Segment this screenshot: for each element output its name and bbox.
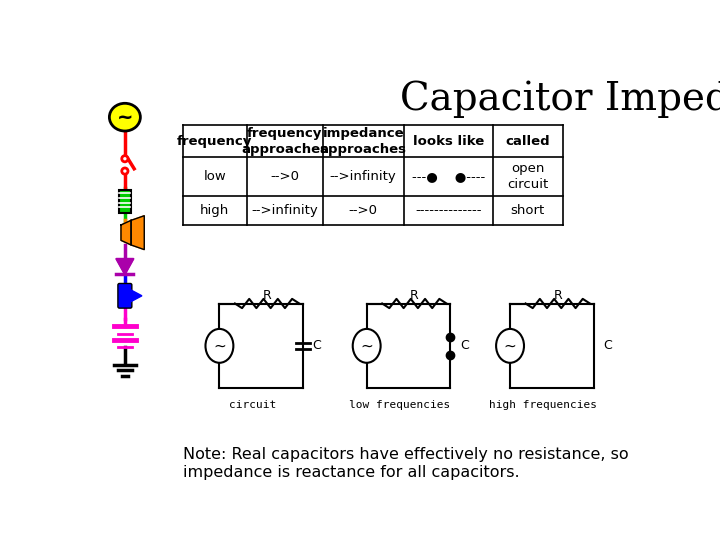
Circle shape [122,156,128,162]
Text: --------------: -------------- [415,204,482,217]
Text: C: C [460,339,469,353]
Text: R: R [554,289,562,302]
Text: Note: Real capacitors have effectively no resistance, so
impedance is reactance : Note: Real capacitors have effectively n… [183,448,629,480]
Polygon shape [121,220,131,245]
Text: ~: ~ [117,107,133,127]
Polygon shape [131,215,144,249]
Polygon shape [130,289,142,302]
Text: called: called [505,134,550,147]
Text: low frequencies: low frequencies [349,400,451,410]
Text: Capacitor Impedance: Capacitor Impedance [400,80,720,118]
Text: R: R [263,289,271,302]
Text: -->infinity: -->infinity [330,170,397,183]
Text: -->0: -->0 [348,204,378,217]
Text: open
circuit: open circuit [508,162,549,191]
Text: R: R [410,289,419,302]
Text: short: short [510,204,545,217]
Ellipse shape [496,329,524,363]
Text: -->0: -->0 [270,170,299,183]
Text: circuit: circuit [229,400,276,410]
Text: high: high [200,204,230,217]
Text: ---●    ●----: ---● ●---- [412,170,485,183]
Ellipse shape [205,329,233,363]
Ellipse shape [353,329,381,363]
Text: -->infinity: -->infinity [251,204,318,217]
Text: frequency: frequency [177,134,253,147]
Ellipse shape [109,103,140,131]
Text: frequency
approaches: frequency approaches [241,126,328,156]
Polygon shape [117,259,133,274]
Text: high frequencies: high frequencies [490,400,598,410]
Text: impedance
approaches: impedance approaches [320,126,407,156]
FancyBboxPatch shape [118,284,132,308]
Text: ~: ~ [213,339,226,353]
Text: looks like: looks like [413,134,484,147]
Text: ~: ~ [360,339,373,353]
FancyBboxPatch shape [119,190,131,213]
Text: ~: ~ [504,339,516,353]
Text: low: low [204,170,226,183]
Text: C: C [312,339,321,353]
Circle shape [122,168,128,174]
Text: C: C [603,339,612,353]
